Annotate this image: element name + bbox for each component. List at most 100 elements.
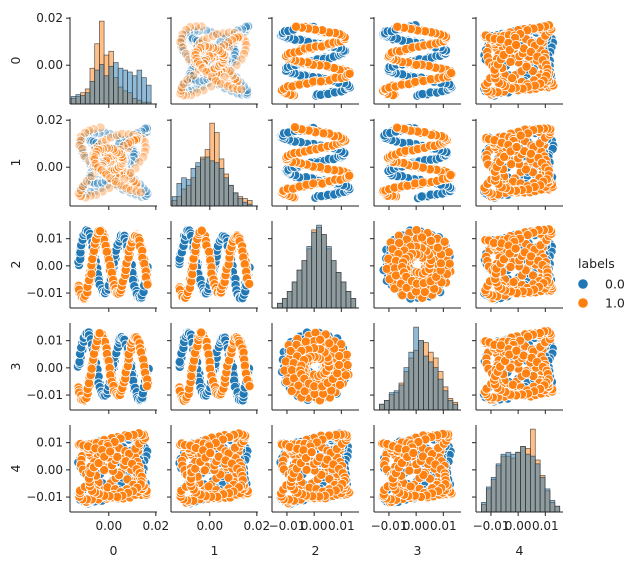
point-1-vs-0-label-1.0-169 bbox=[135, 187, 146, 198]
hist-bar-2-label-0.0-bin-14 bbox=[345, 291, 352, 309]
hist-bar-0-label-0.0-bin-2 bbox=[80, 95, 86, 105]
hist-bar-0-label-0.0-bin-6 bbox=[99, 64, 105, 105]
hist-bar-2-label-0.0-bin-8 bbox=[316, 224, 322, 309]
point-2-vs-1-label-1.0-118 bbox=[204, 246, 215, 257]
hist-bar-2-label-0.0-bin-12 bbox=[335, 272, 342, 309]
hist-bar-2-label-0.0-bin-6 bbox=[306, 246, 313, 309]
panel-2-vs-1 bbox=[167, 221, 258, 312]
point-2-vs-4-label-1.0-38 bbox=[508, 277, 519, 288]
hist-bar-0-label-0.0-bin-1 bbox=[75, 94, 81, 105]
scatter-2-vs-0 bbox=[73, 225, 153, 305]
scatter-0-vs-4 bbox=[479, 20, 559, 101]
scatter-3-vs-0 bbox=[72, 327, 154, 407]
panel-0-vs-2 bbox=[268, 17, 359, 108]
y-tick-label-3-2: 0.01 bbox=[36, 334, 63, 348]
panel-3-vs-0: −0.01 0.00 0.01 bbox=[26, 323, 157, 414]
hist-bar-2-label-0.0-bin-13 bbox=[340, 281, 347, 309]
panel-1-vs-3 bbox=[370, 119, 461, 210]
point-0-vs-3-label-1.0-169 bbox=[446, 67, 457, 78]
point-1-vs-4-label-1.0-104 bbox=[515, 130, 526, 141]
y-tick-label-3-1: 0.00 bbox=[36, 361, 63, 375]
point-0-vs-1-label-1.0-86 bbox=[225, 65, 236, 76]
point-0-vs-1-label-1.0-163 bbox=[206, 71, 217, 82]
point-2-vs-0-label-1.0-169 bbox=[95, 226, 106, 237]
hist-bar-1-label-0.0-bin-5 bbox=[195, 162, 201, 207]
y-tick-label-2-2: 0.01 bbox=[36, 232, 63, 246]
point-2-vs-0-label-1.0-161 bbox=[86, 268, 97, 279]
scatter-2-vs-3 bbox=[378, 225, 456, 304]
point-0-vs-2-label-1.0-163 bbox=[315, 76, 326, 87]
point-1-vs-0-label-1.0-163 bbox=[105, 173, 116, 184]
hist-bar-2-label-0.0-bin-11 bbox=[330, 260, 337, 309]
point-2-vs-0-label-1.0-151 bbox=[142, 279, 153, 290]
point-1-vs-4-label-1.0-90 bbox=[506, 159, 517, 170]
hist-bar-1-label-0.0-bin-0 bbox=[171, 196, 178, 207]
y-tick-label-2-1: 0.00 bbox=[36, 259, 63, 273]
hist-bar-0-label-0.0-bin-13 bbox=[131, 75, 138, 105]
point-2-vs-3-label-1.0-115 bbox=[394, 238, 405, 249]
panel-1-vs-0: 0.000.02 bbox=[36, 113, 157, 210]
panel-2-vs-2 bbox=[268, 221, 359, 312]
point-0-vs-1-label-1.0-112 bbox=[232, 32, 243, 43]
hist-bar-0-label-0.0-bin-9 bbox=[113, 62, 119, 105]
scatter-0-vs-1 bbox=[175, 21, 254, 101]
scatter-2-vs-1 bbox=[174, 225, 255, 305]
y-tick-label-3-0: −0.01 bbox=[26, 388, 63, 402]
hist-bar-1-label-0.0-bin-10 bbox=[218, 167, 225, 207]
panel-2-vs-3 bbox=[370, 221, 461, 312]
point-1-vs-3-label-0.0-114 bbox=[416, 191, 427, 202]
point-1-vs-4-label-1.0-169 bbox=[511, 142, 522, 153]
point-1-vs-0-label-1.0-8 bbox=[79, 150, 90, 161]
hist-bar-0-label-0.0-bin-4 bbox=[89, 81, 96, 105]
panel-0-vs-0: 0.000.02 bbox=[36, 11, 157, 108]
hist-bar-0-label-0.0-bin-12 bbox=[127, 71, 133, 105]
point-0-vs-1-label-1.0-168 bbox=[232, 84, 243, 95]
point-2-vs-4-label-1.0-90 bbox=[505, 261, 516, 272]
point-0-vs-4-label-1.0-169 bbox=[511, 40, 522, 51]
hist-bar-1-label-0.0-bin-14 bbox=[237, 198, 244, 207]
point-2-vs-0-label-1.0-163 bbox=[87, 254, 98, 265]
scatter-1-vs-4 bbox=[479, 123, 559, 203]
point-3-vs-1-label-1.0-151 bbox=[244, 381, 255, 392]
scatter-3-vs-1 bbox=[174, 326, 255, 406]
point-2-vs-0-label-1.0-118 bbox=[101, 246, 112, 257]
point-0-vs-1-label-1.0-0 bbox=[196, 21, 207, 32]
hist-bar-2-label-0.0-bin-5 bbox=[301, 260, 308, 309]
point-1-vs-4-label-1.0-167 bbox=[499, 151, 510, 162]
hist-bar-0-label-0.0-bin-3 bbox=[84, 92, 91, 105]
point-2-vs-3-label-1.0-121 bbox=[397, 290, 408, 301]
point-0-vs-1-label-1.0-91 bbox=[191, 87, 202, 98]
hist-bar-1-label-0.0-bin-8 bbox=[209, 160, 215, 207]
panel-1-vs-2 bbox=[268, 119, 359, 210]
hist-bar-1-label-0.0-bin-7 bbox=[204, 156, 211, 207]
point-2-vs-3-label-1.0-142 bbox=[419, 287, 430, 298]
point-2-vs-3-label-1.0-148 bbox=[439, 236, 450, 247]
hist-bar-0-label-0.0-bin-7 bbox=[103, 75, 110, 105]
hist-bar-0-label-0.0-bin-0 bbox=[70, 96, 77, 105]
point-1-vs-0-label-1.0-82 bbox=[139, 146, 150, 157]
scatter-2-vs-4 bbox=[479, 224, 558, 305]
hist-bar-1-label-0.0-bin-12 bbox=[228, 184, 234, 207]
scatter-1-vs-0 bbox=[73, 122, 153, 203]
point-2-vs-3-label-1.0-169 bbox=[416, 232, 427, 243]
panel-2-vs-0: −0.010.000.01 bbox=[26, 221, 157, 312]
hist-bar-2-label-0.0-bin-2 bbox=[286, 291, 293, 309]
panel-0-vs-4 bbox=[472, 17, 563, 108]
hist-bar-0-label-0.0-bin-16 bbox=[146, 84, 152, 105]
hist-bar-0-label-0.0-bin-5 bbox=[94, 69, 100, 105]
hist-bar-2-label-0.0-bin-4 bbox=[296, 269, 303, 309]
hist-bar-1-label-0.0-bin-1 bbox=[176, 183, 182, 207]
point-1-vs-4-label-1.0-145 bbox=[525, 148, 536, 159]
hist-bar-1-label-0.0-bin-6 bbox=[200, 158, 206, 207]
point-0-vs-1-label-1.0-83 bbox=[239, 48, 250, 59]
point-2-vs-1-label-1.0-169 bbox=[196, 225, 207, 236]
point-0-vs-3-label-1.0-120 bbox=[411, 59, 422, 70]
hist-bar-1-label-0.0-bin-13 bbox=[232, 192, 239, 207]
point-2-vs-1-label-1.0-151 bbox=[244, 278, 255, 289]
point-1-vs-0-label-1.0-92 bbox=[85, 190, 96, 201]
point-3-vs-0-label-1.0-160 bbox=[83, 378, 94, 389]
hist-bar-1-label-0.0-bin-9 bbox=[214, 162, 220, 207]
point-1-vs-0-label-1.0-86 bbox=[125, 167, 136, 178]
scatter-0-vs-3 bbox=[378, 20, 457, 101]
